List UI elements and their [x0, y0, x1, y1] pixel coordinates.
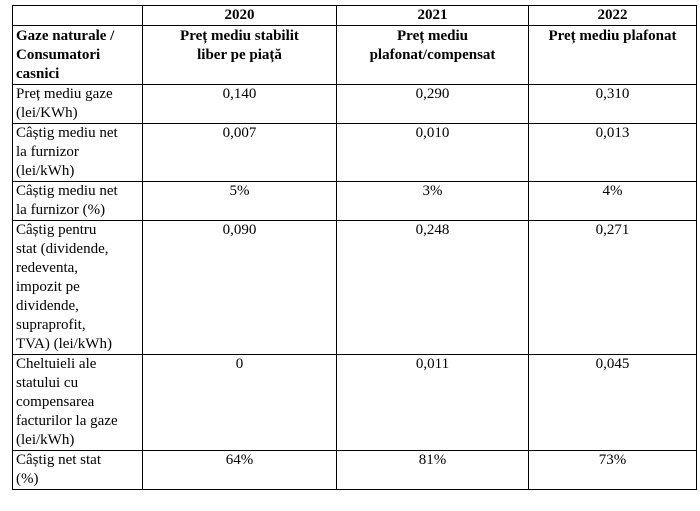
column-header-2021: Preț mediu plafonat/compensat: [336, 25, 529, 85]
row-label-text: Cheltuieli ale statului cu compensarea fact…: [16, 356, 118, 448]
row-label-text: Câștig pentru stat (dividende, redeventa, i…: [16, 222, 112, 352]
table-cell: 5%: [142, 181, 337, 221]
row-label-text: Câștig mediu net la furnizor (lei/kWh): [16, 125, 118, 179]
table-cell: 0,310: [528, 84, 697, 124]
row-label-text: Câștig net stat (%): [16, 452, 101, 487]
table-cell: 0,007: [142, 123, 337, 182]
table-cell: 4%: [528, 181, 697, 221]
table-cell: 0,271: [528, 220, 697, 355]
table-cell: 64%: [142, 450, 337, 490]
corner-header: Gaze naturale / Consumatori casnici: [12, 25, 143, 85]
row-label-text: Preț mediu gaze (lei/KWh): [16, 86, 113, 121]
table-cell: 3%: [336, 181, 529, 221]
row-label: Câștig pentru stat (dividende, redeventa, i…: [12, 220, 143, 355]
table-cell: 0,290: [336, 84, 529, 124]
table-row-supplier-net-gain: Câștig mediu net la furnizor (lei/kWh) 0,0…: [12, 123, 697, 182]
row-label: Câștig net stat (%): [12, 450, 143, 490]
column-header-2020: Preț mediu stabilit liber pe piață: [142, 25, 337, 85]
table-cell: 0,140: [142, 84, 337, 124]
row-label: Câștig mediu net la furnizor (%): [12, 181, 143, 221]
column-header-2022-text: Preț mediu plafonat: [548, 28, 677, 44]
table-cell: 81%: [336, 450, 529, 490]
row-label: Câștig mediu net la furnizor (lei/kWh): [12, 123, 143, 182]
table-row-state-gain: Câștig pentru stat (dividende, redeventa, i…: [12, 220, 697, 355]
table-cell: 0,011: [336, 354, 529, 451]
blank-corner-cell: [12, 5, 143, 26]
year-2021: 2021: [336, 5, 529, 26]
table-row-state-compensation-costs: Cheltuieli ale statului cu compensarea fact…: [12, 354, 697, 451]
table-cell: 0,248: [336, 220, 529, 355]
table-row-supplier-net-gain-percent: Câștig mediu net la furnizor (%) 5% 3% 4%: [12, 181, 697, 221]
table-cell: 0,013: [528, 123, 697, 182]
table-cell: 0: [142, 354, 337, 451]
year-2020: 2020: [142, 5, 337, 26]
column-header-2020-text: Preț mediu stabilit liber pe piață: [180, 28, 299, 63]
year-header-row: 2020 2021 2022: [12, 5, 697, 26]
column-header-row: Gaze naturale / Consumatori casnici Preț m…: [12, 25, 697, 85]
row-label: Preț mediu gaze (lei/KWh): [12, 84, 143, 124]
table-row-average-gas-price: Preț mediu gaze (lei/KWh) 0,140 0,290 0,3…: [12, 84, 697, 124]
table-cell: 0,045: [528, 354, 697, 451]
year-2022: 2022: [528, 5, 697, 26]
corner-header-text: Gaze naturale / Consumatori casnici: [16, 28, 115, 82]
row-label-text: Câștig mediu net la furnizor (%): [16, 183, 118, 218]
table-cell: 73%: [528, 450, 697, 490]
column-header-2021-text: Preț mediu plafonat/compensat: [369, 28, 496, 63]
table-cell: 0,090: [142, 220, 337, 355]
gas-price-table: 2020 2021 2022 Gaze naturale / Consumator…: [12, 5, 697, 490]
table-cell: 0,010: [336, 123, 529, 182]
column-header-2022: Preț mediu plafonat: [528, 25, 697, 85]
table-row-state-net-gain-percent: Câștig net stat (%) 64% 81% 73%: [12, 450, 697, 490]
row-label: Cheltuieli ale statului cu compensarea fact…: [12, 354, 143, 451]
